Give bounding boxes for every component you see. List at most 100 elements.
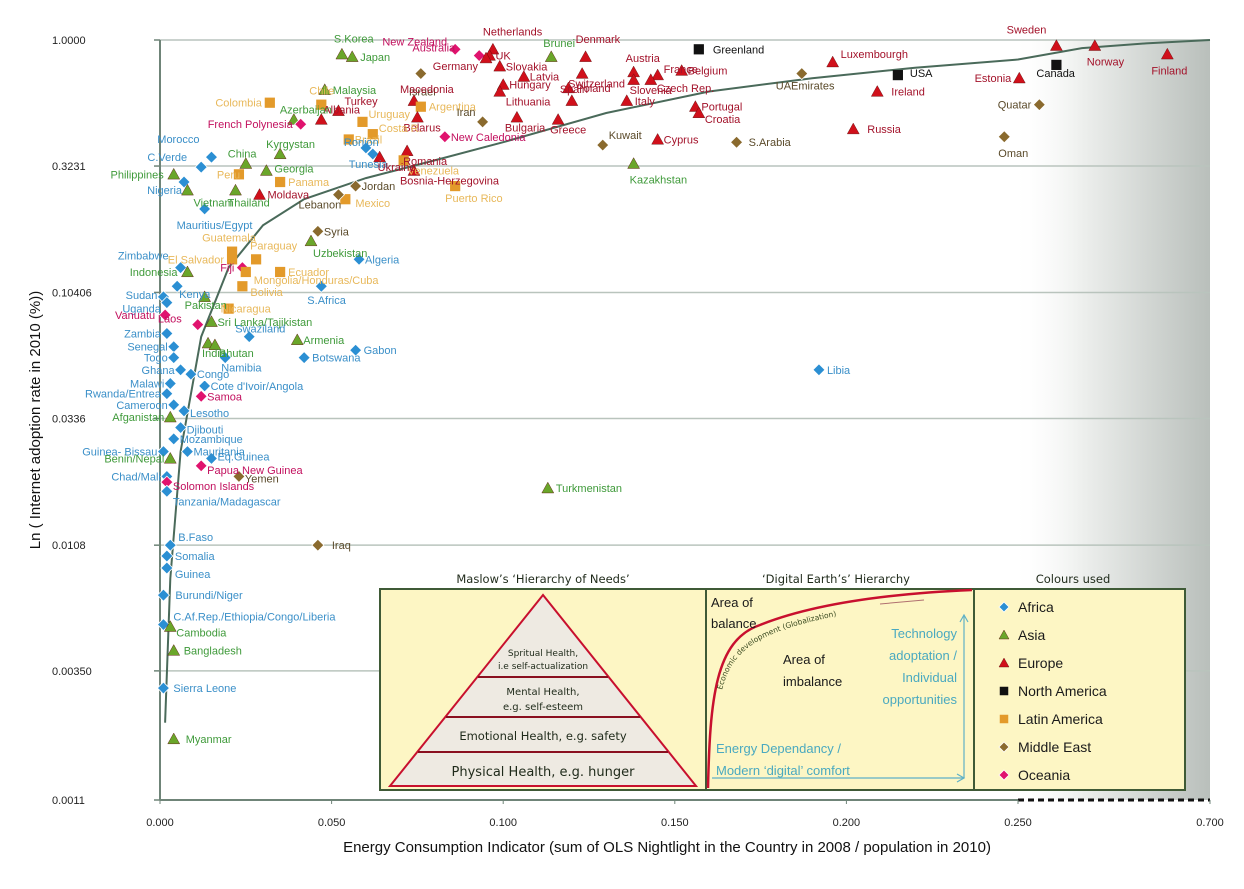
y-tick-label: 0.0011 — [52, 795, 85, 807]
data-label: Jordan — [362, 181, 396, 193]
data-label: Bangladesh — [184, 646, 242, 658]
data-label: Papua New Guinea — [207, 465, 303, 477]
data-point — [167, 432, 181, 446]
data-point — [156, 588, 170, 602]
data-label: S.Arabia — [749, 137, 792, 149]
data-point — [644, 73, 658, 85]
data-label: Guinea — [175, 569, 211, 581]
data-label: Turkey — [344, 96, 378, 108]
data-point — [366, 147, 380, 161]
data-label: Oman — [998, 148, 1028, 160]
data-points — [156, 39, 1174, 745]
data-label: Zambia — [124, 329, 162, 341]
data-point — [627, 157, 640, 169]
data-label: Netherlands — [483, 26, 543, 38]
data-label: Georgia — [274, 164, 314, 176]
y-tick-label: 0.0336 — [52, 414, 86, 426]
data-point — [349, 343, 363, 357]
economic-development-curve — [706, 588, 973, 789]
data-point — [294, 117, 308, 131]
data-label: Cambodia — [176, 628, 227, 640]
data-point — [163, 376, 177, 391]
legend-box — [973, 588, 1186, 791]
x-tick-label: 0.150 — [661, 817, 689, 829]
data-label: Ukraine — [378, 162, 416, 174]
data-label: Armenia — [303, 335, 345, 347]
data-label: Senegal — [127, 342, 167, 354]
data-point — [517, 70, 531, 82]
data-label: Vietnam — [193, 197, 233, 209]
horizontal-arrow-head — [956, 773, 966, 783]
data-point — [438, 130, 452, 144]
data-label: Uruguay — [368, 109, 410, 121]
data-label: Switzerland — [568, 79, 625, 91]
data-label: Philippines — [111, 169, 165, 181]
data-label: S.Korea — [334, 33, 375, 45]
data-label: Solomon Islands — [173, 481, 255, 493]
data-point — [367, 129, 378, 140]
data-point — [551, 113, 565, 125]
data-label: Kuwait — [609, 130, 642, 142]
data-point — [693, 44, 704, 55]
data-label: Ireland — [891, 87, 925, 99]
pyramid-level-1: Spritual Health, — [508, 649, 578, 659]
data-label: Ecuador — [288, 267, 329, 279]
data-point — [232, 469, 246, 483]
data-label: Macedonia — [400, 84, 455, 96]
data-label: Austria — [626, 53, 661, 65]
data-label: Iran — [457, 107, 476, 119]
data-point — [167, 167, 181, 180]
pyramid-level-4: Physical Health, e.g. hunger — [452, 765, 636, 780]
data-point — [651, 133, 664, 145]
data-point — [692, 106, 706, 118]
data-label: Brazil — [355, 134, 383, 146]
data-label: Myanmar — [186, 734, 232, 746]
x-tick-labels: 0.000 0.050 0.100 0.150 0.200 0.250 0.700 — [146, 800, 1224, 829]
y-tick-label: 0.0108 — [52, 540, 86, 552]
data-point — [158, 308, 172, 322]
data-point — [174, 420, 188, 435]
data-label: French Polynesia — [208, 119, 294, 131]
y-tick-label: 0.00350 — [52, 666, 92, 678]
x-tick-label: 0.250 — [1004, 817, 1032, 829]
data-label: Israel — [409, 87, 436, 99]
data-label: Peru — [217, 169, 240, 181]
data-point — [1160, 47, 1174, 60]
data-label: Belgium — [688, 66, 728, 78]
data-point — [575, 67, 589, 79]
data-point — [181, 265, 194, 277]
data-point — [314, 113, 328, 125]
legend-label: North America — [1018, 683, 1107, 699]
data-point — [160, 484, 174, 498]
trend-line — [164, 39, 1211, 723]
data-label: Denmark — [576, 34, 621, 46]
vertical-arrow-head — [959, 613, 969, 623]
data-point — [414, 67, 428, 81]
data-point — [352, 252, 366, 266]
data-label: Germany — [433, 61, 479, 73]
digital-earth-inset: ‘Digital Earth’s’ Hierarchy Economic dev… — [705, 572, 975, 791]
data-point — [260, 164, 273, 176]
data-point — [343, 134, 354, 145]
data-label: Lithuania — [506, 97, 552, 109]
x-axis-title: Energy Consumption Indicator (sum of OLS… — [343, 839, 991, 856]
data-point — [191, 318, 205, 332]
energy-dependancy-label: Energy Dependancy / Modern ‘digital’ comf… — [716, 741, 850, 778]
data-label: Uzbekistan — [313, 248, 367, 260]
data-label: Afganistan — [112, 412, 164, 424]
data-point — [1050, 39, 1063, 51]
data-point — [198, 202, 212, 216]
data-label: Malawi — [130, 379, 164, 391]
data-label: Kazakhstan — [630, 175, 687, 187]
data-point — [892, 70, 903, 81]
data-point — [493, 59, 507, 72]
data-point — [331, 188, 346, 202]
data-label: Chad/Mali — [111, 471, 161, 483]
data-point — [160, 296, 174, 310]
data-point — [229, 183, 242, 196]
data-label: Thailand — [228, 197, 270, 209]
data-point — [997, 130, 1011, 144]
data-label: Finland — [1151, 65, 1187, 77]
data-point — [156, 444, 170, 459]
data-point — [541, 481, 555, 494]
